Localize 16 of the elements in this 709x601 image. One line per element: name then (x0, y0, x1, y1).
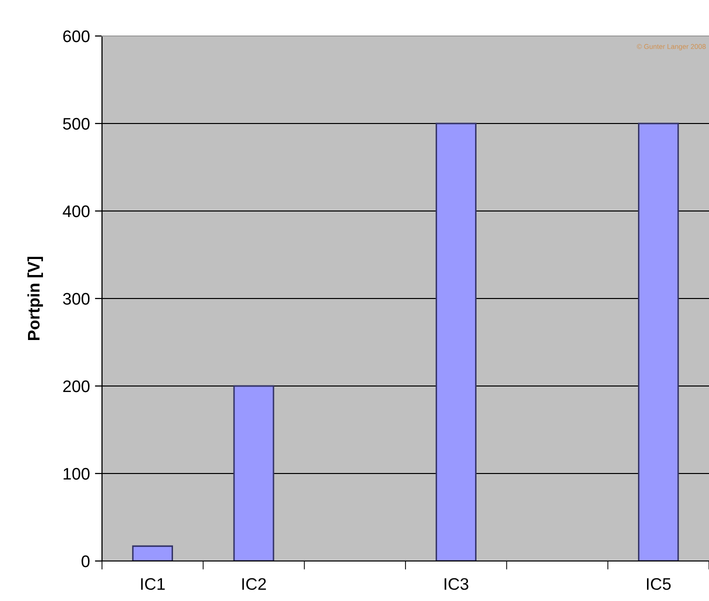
y-tick-label: 200 (63, 380, 90, 392)
bar (638, 122, 679, 561)
y-tick-label: 300 (63, 292, 90, 305)
bar (436, 122, 477, 561)
y-tick-label: 500 (63, 118, 90, 130)
y-axis-title: Portpin [V] (27, 256, 43, 340)
x-tick-label: IC1 (141, 578, 165, 590)
x-tick-label: IC2 (242, 578, 266, 590)
y-tick-label: 100 (64, 468, 90, 480)
y-tick-label: 0 (82, 555, 90, 568)
y-tick-label: 600 (63, 30, 90, 42)
x-tick-label: IC3 (444, 578, 468, 590)
y-tick-label: 400 (62, 205, 90, 218)
bar (233, 385, 274, 561)
bar (132, 545, 174, 561)
x-tick-label: IC5 (646, 578, 671, 590)
